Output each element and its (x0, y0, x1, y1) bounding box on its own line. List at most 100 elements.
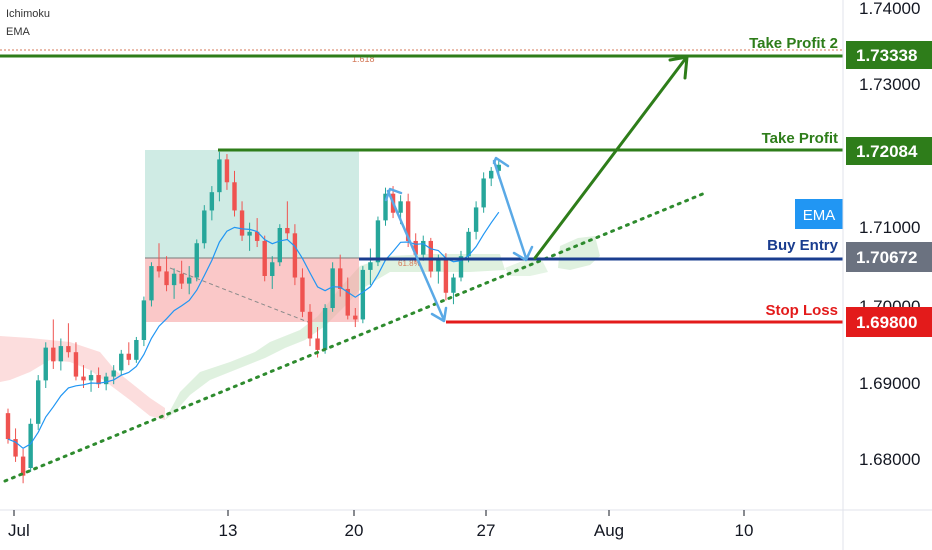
candle-body (277, 227, 282, 263)
y-tick: 1.68000 (859, 450, 920, 469)
candle-body (20, 456, 26, 476)
ema-tag (795, 199, 843, 229)
projection-arrowhead (512, 245, 534, 262)
candle-body (421, 240, 426, 255)
price-tags: 1.73338 1.72084 1.70672 1.69800 (846, 41, 932, 337)
take-profit-2-label: Take Profit 2 (749, 35, 838, 52)
candle-body (436, 258, 441, 272)
y-tick: 1.73000 (859, 75, 920, 94)
candle-body (262, 240, 267, 276)
candle-body (217, 159, 222, 193)
candle-body (315, 338, 320, 350)
candle-body (368, 262, 373, 270)
candle-body (224, 159, 230, 183)
candle-body (383, 193, 388, 221)
profit-zone (145, 150, 359, 258)
candle-body (164, 271, 169, 286)
candle-body (202, 210, 207, 244)
candle-body (254, 231, 260, 241)
candle-body (345, 288, 350, 316)
candle-body (111, 370, 116, 377)
candle-body (194, 243, 199, 278)
stop-loss-label: Stop Loss (765, 302, 838, 319)
candle-body (270, 262, 275, 276)
projection-arrowhead (384, 187, 403, 202)
candle-body (458, 256, 464, 278)
x-tick: 20 (345, 521, 364, 540)
candle-body (413, 240, 418, 255)
x-tick: Jul (8, 521, 30, 540)
candle-body (285, 227, 290, 234)
candle-body (58, 346, 64, 362)
indicator-label-ichimoku[interactable]: Ichimoku (6, 8, 51, 20)
candle-body (187, 277, 192, 284)
candle-body (398, 201, 403, 213)
ema-line (7, 211, 500, 450)
candle-body (36, 380, 41, 424)
time-axis[interactable]: Jul 13 20 27 Aug 10 (8, 510, 753, 540)
zone-path-line (169, 267, 309, 323)
price-tag-entry-text: 1.70672 (856, 248, 917, 267)
candle-body (149, 266, 154, 301)
projection-arrowhead (492, 156, 510, 168)
candle-body (300, 277, 305, 312)
candle-body (360, 269, 366, 320)
candle-body (209, 192, 215, 211)
projection-arrowhead (430, 306, 448, 323)
ema-tag-label: EMA (803, 207, 836, 224)
fib-label: 1.618 (352, 54, 375, 64)
candle-body (473, 207, 479, 232)
candle-body (307, 311, 313, 339)
indicator-label-ema[interactable]: EMA (6, 26, 30, 38)
projection-arrows (384, 156, 534, 323)
candle-body (443, 258, 449, 293)
price-tag-tp2 (846, 41, 932, 69)
price-tag-entry (846, 242, 932, 272)
y-tick: 1.74000 (859, 0, 920, 18)
candle-body (28, 423, 33, 469)
price-tag-tp2-text: 1.73338 (856, 46, 917, 65)
candle-body (489, 170, 494, 179)
candle-body (451, 277, 456, 293)
buy-entry-label: Buy Entry (767, 237, 839, 254)
candle-body (43, 347, 48, 381)
candle-body (81, 376, 86, 381)
candle-body (428, 240, 433, 272)
candle-body (134, 340, 139, 360)
fib-label-2: 61.8% (398, 259, 421, 268)
take-profit-label: Take Profit (762, 130, 838, 147)
price-tag-stop-text: 1.69800 (856, 313, 917, 332)
y-tick: 1.69000 (859, 374, 920, 393)
candle-body (496, 164, 501, 171)
price-axis[interactable]: 1.74000 1.73000 1.71000 1.70000 1.69000 … (859, 0, 920, 469)
candle-body (322, 307, 328, 350)
price-tag-stop (846, 307, 932, 337)
candle-body (119, 353, 124, 371)
x-tick: 13 (219, 521, 238, 540)
candle-body (466, 231, 471, 257)
candle-body (66, 346, 71, 353)
candle-body (353, 315, 358, 320)
price-tag-tp1-text: 1.72084 (856, 142, 918, 161)
x-tick: Aug (594, 521, 624, 540)
candle-body (103, 376, 109, 385)
candle-body (375, 220, 381, 263)
price-tag-tp1 (846, 137, 932, 165)
x-tick: 27 (477, 521, 496, 540)
candle-body (13, 439, 18, 457)
candle-body (96, 375, 101, 385)
trend-line (3, 191, 707, 483)
candle-body (156, 266, 162, 272)
candle-body (405, 201, 411, 241)
x-tick: 10 (735, 521, 754, 540)
candle-body (179, 273, 184, 284)
candle-body (126, 353, 131, 360)
candle-body (338, 268, 343, 289)
candle-body (51, 347, 56, 362)
candle-body (232, 182, 237, 211)
candles (5, 151, 501, 484)
candle-body (5, 413, 11, 440)
candle-body (171, 273, 177, 286)
projection-arrow-down-2 (492, 159, 528, 260)
